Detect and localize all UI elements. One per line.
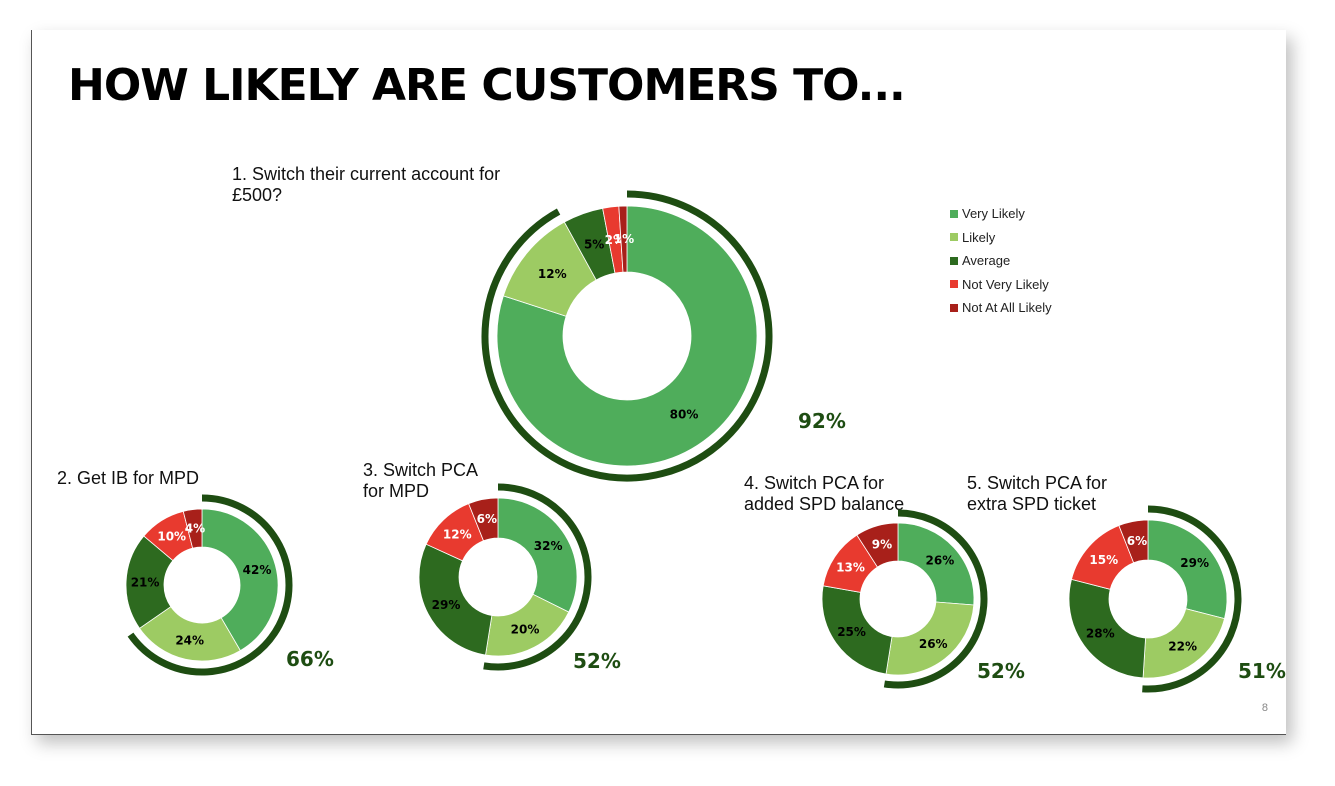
donut-2-likely-arc xyxy=(127,494,293,676)
slide: HOW LIKELY ARE CUSTOMERS TO... 1. Switch… xyxy=(31,30,1286,735)
question-4-title: 4. Switch PCA for added SPD balance xyxy=(744,473,905,514)
donut-3-label-4: 12% xyxy=(443,527,472,541)
legend-label: Not At All Likely xyxy=(962,300,1052,316)
donut-1-label-3: 5% xyxy=(584,238,604,252)
donut-1-likely-arc xyxy=(481,190,773,482)
donut-chart-3: 32% 20% 29% 12% 6% 52% xyxy=(418,483,621,673)
question-5-title: 5. Switch PCA for extra SPD ticket xyxy=(967,473,1108,514)
donut-4-total-label: 52% xyxy=(977,659,1025,683)
donut-1-label-1: 80% xyxy=(670,407,699,421)
donut-3-segment-3 xyxy=(418,543,493,656)
donut-3-likely-arc xyxy=(483,483,592,671)
donut-5-label-4: 15% xyxy=(1089,553,1118,567)
donut-5-label-5: 6% xyxy=(1127,534,1147,548)
donut-4-label-4: 13% xyxy=(836,560,865,574)
question-2-title: 2. Get IB for MPD xyxy=(57,468,200,488)
donut-2-segment-1 xyxy=(201,508,279,652)
donut-chart-2: 42% 24% 21% 10%4% 66% xyxy=(125,494,334,676)
legend-item-not-at-all-likely: Not At All Likely xyxy=(950,296,1052,320)
donut-4-label-3: 25% xyxy=(837,625,866,639)
donut-4-segment-2 xyxy=(885,601,975,676)
donut-3-label-1: 32% xyxy=(534,539,563,553)
legend-label: Average xyxy=(962,253,1011,269)
donut-3-label-3: 29% xyxy=(432,598,461,612)
legend-swatch xyxy=(950,233,958,242)
legend: Very Likely Likely Average Not Very Like… xyxy=(950,202,1052,320)
donut-1-total-label: 92% xyxy=(798,409,846,433)
donut-4-label-5: 9% xyxy=(872,537,892,551)
donut-2-label-4: 10% xyxy=(157,530,186,544)
donut-5-segment-5 xyxy=(1118,519,1149,564)
donut-1-segment-1 xyxy=(496,205,758,467)
donut-5-likely-arc xyxy=(1142,505,1242,693)
donut-4-label-1: 26% xyxy=(926,553,955,567)
legend-item-very-likely: Very Likely xyxy=(950,202,1052,226)
donut-chart-4: 26% 26% 25% 13% 9% 52% xyxy=(821,509,1025,689)
donut-5-segment-1 xyxy=(1147,519,1228,620)
donut-5-segment-3 xyxy=(1068,578,1146,679)
donut-2-segment-5 xyxy=(182,508,203,549)
donut-charts: 80% 12% 5% 2%1% 92% 42% 24% 21% 10%4% 66% 32% 20% 29… xyxy=(125,190,1286,693)
donut-5-total-label: 51% xyxy=(1238,659,1286,683)
donut-3-total-label: 52% xyxy=(573,649,621,673)
donut-5-label-1: 29% xyxy=(1180,556,1209,570)
donut-1-label-5: 1% xyxy=(614,232,634,246)
legend-swatch xyxy=(950,280,958,289)
legend-swatch xyxy=(950,303,958,312)
donut-4-segment-5 xyxy=(856,522,899,568)
donut-3-label-2: 20% xyxy=(511,622,540,636)
donut-1-label-4: 2% xyxy=(605,233,625,247)
donut-2-total-label: 66% xyxy=(286,647,334,671)
donut-1-segment-5 xyxy=(618,205,628,273)
legend-label: Very Likely xyxy=(962,206,1025,222)
legend-label: Not Very Likely xyxy=(962,276,1049,292)
legend-swatch xyxy=(950,209,958,218)
legend-item-likely: Likely xyxy=(950,226,1052,250)
donut-4-likely-arc xyxy=(883,509,988,689)
legend-swatch xyxy=(950,256,958,265)
question-3-title: 3. Switch PCA for MPD xyxy=(363,460,479,501)
donut-2-label-1: 42% xyxy=(243,563,272,577)
donut-4-segment-3 xyxy=(821,585,893,675)
donut-3-label-5: 6% xyxy=(477,512,497,526)
donut-1-label-2: 12% xyxy=(538,267,567,281)
donut-2-label-2: 24% xyxy=(175,634,204,648)
slide-title: HOW LIKELY ARE CUSTOMERS TO... xyxy=(68,60,906,111)
legend-item-average: Average xyxy=(950,249,1052,273)
donut-4-label-2: 26% xyxy=(919,637,948,651)
donut-chart-5: 29% 22% 28% 15% 6% 51% xyxy=(1068,505,1286,693)
donut-3-segment-5 xyxy=(468,497,499,542)
legend-label: Likely xyxy=(962,229,996,245)
donut-4-segment-1 xyxy=(897,522,975,606)
donut-5-label-2: 22% xyxy=(1168,640,1197,654)
legend-item-not-very-likely: Not Very Likely xyxy=(950,273,1052,297)
donut-2-label-3: 21% xyxy=(131,575,160,589)
donut-2-label-5: 4% xyxy=(185,521,205,535)
donut-5-label-3: 28% xyxy=(1086,627,1115,641)
donut-3-segment-1 xyxy=(497,497,578,613)
donut-chart-1: 80% 12% 5% 2%1% 92% xyxy=(481,190,846,482)
page-number: 8 xyxy=(1261,702,1268,714)
question-1-title: 1. Switch their current account for £500… xyxy=(232,164,501,205)
